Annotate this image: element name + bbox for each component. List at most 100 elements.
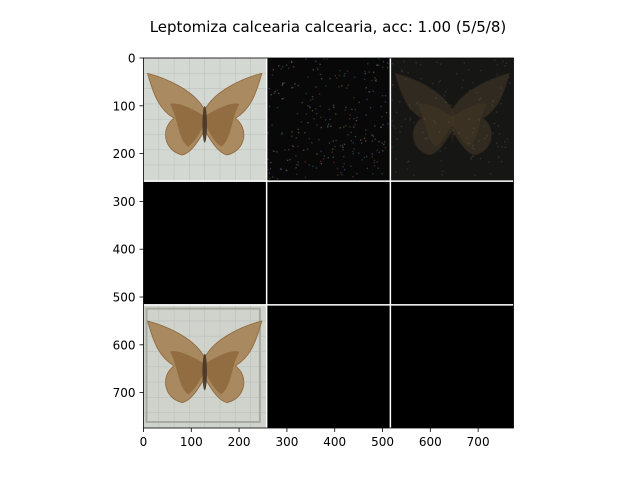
noise-dot [343,162,345,165]
noise-dot [373,161,376,164]
noise-dot [360,139,362,141]
noise-dot [488,161,490,163]
noise-dot [505,62,508,65]
noise-dot [470,158,472,160]
noise-dot [345,124,347,127]
noise-dot [377,64,380,67]
noise-dot [461,87,463,89]
noise-dot [374,79,377,82]
noise-dot [305,58,307,60]
noise-dot [336,77,338,79]
noise-dot [492,132,494,134]
noise-dot [315,86,317,88]
noise-dot [271,124,273,126]
noise-dot [330,125,332,127]
noise-dot [304,176,307,179]
noise-dot [363,78,366,81]
noise-dot [372,71,375,74]
noise-dot [320,162,323,165]
noise-dot [297,131,300,134]
noise-dot [378,58,380,60]
noise-dot [324,119,327,121]
noise-dot [271,176,274,178]
x-tick-label: 200 [228,435,251,449]
noise-dot [343,143,346,146]
noise-dot [504,146,507,149]
noise-dot [315,108,317,110]
noise-dot [436,61,438,63]
noise-dot [277,92,280,95]
noise-dot [353,76,356,79]
noise-dot [353,117,355,120]
noise-dot [346,87,348,89]
noise-dot [329,118,331,121]
noise-dot [281,98,283,100]
noise-dot [341,174,343,176]
noise-dot [338,85,340,88]
noise-dot [352,142,354,144]
noise-dot [416,102,418,105]
noise-dot [368,91,370,93]
tile-background [267,58,390,181]
noise-dot [491,104,493,106]
noise-dot [439,63,442,65]
noise-dot [304,131,306,134]
noise-dot [369,107,372,109]
noise-dot [374,138,376,140]
noise-dot [341,85,343,87]
noise-dot [323,58,325,60]
noise-dot [327,157,330,159]
noise-dot [308,164,310,166]
noise-dot [509,82,511,84]
noise-dot [392,83,394,86]
noise-dot [382,66,384,69]
noise-dot [450,104,452,106]
noise-dot [426,137,428,140]
noise-dot [273,150,276,153]
noise-dot [281,82,284,84]
noise-dot [348,118,351,120]
axes: 0 100 200 300 400 500 600 700 0 100 200 300 400 500 60… [113,52,514,449]
noise-dot [399,131,401,133]
noise-dot [292,86,294,89]
noise-dot [343,155,345,158]
noise-dot [470,156,473,159]
noise-dot [335,139,337,142]
noise-dot [432,82,434,85]
noise-dot [358,152,360,154]
noise-dot [267,132,269,134]
noise-dot [281,133,283,135]
noise-dot [328,108,330,111]
noise-dot [468,142,470,144]
noise-dot [333,106,335,109]
noise-dot [471,147,474,149]
noise-dot [371,140,374,142]
y-tick-label: 700 [113,386,136,400]
noise-dot [308,137,311,140]
noise-dot [292,145,295,148]
noise-dot [350,131,352,134]
noise-dot [380,105,382,108]
noise-dot [347,134,349,136]
noise-dot [282,83,284,85]
noise-dot [473,148,475,150]
noise-dot [271,74,274,76]
noise-dot [438,81,440,83]
noise-dot [478,98,480,101]
noise-dot [356,116,358,119]
noise-dot [268,177,271,179]
noise-dot [301,101,303,104]
noise-dot [315,167,318,169]
noise-dot [309,105,311,108]
noise-dot [309,106,311,109]
noise-dot [303,149,305,151]
noise-dot [272,69,275,71]
noise-dot [365,155,368,158]
chart-title: Leptomiza calcearia calcearia, acc: 1.00… [150,18,507,36]
noise-dot [320,116,322,119]
noise-dot [318,139,320,141]
noise-dot [347,84,349,87]
noise-dot [504,141,506,143]
noise-dot [304,161,306,163]
noise-dot [365,140,367,142]
